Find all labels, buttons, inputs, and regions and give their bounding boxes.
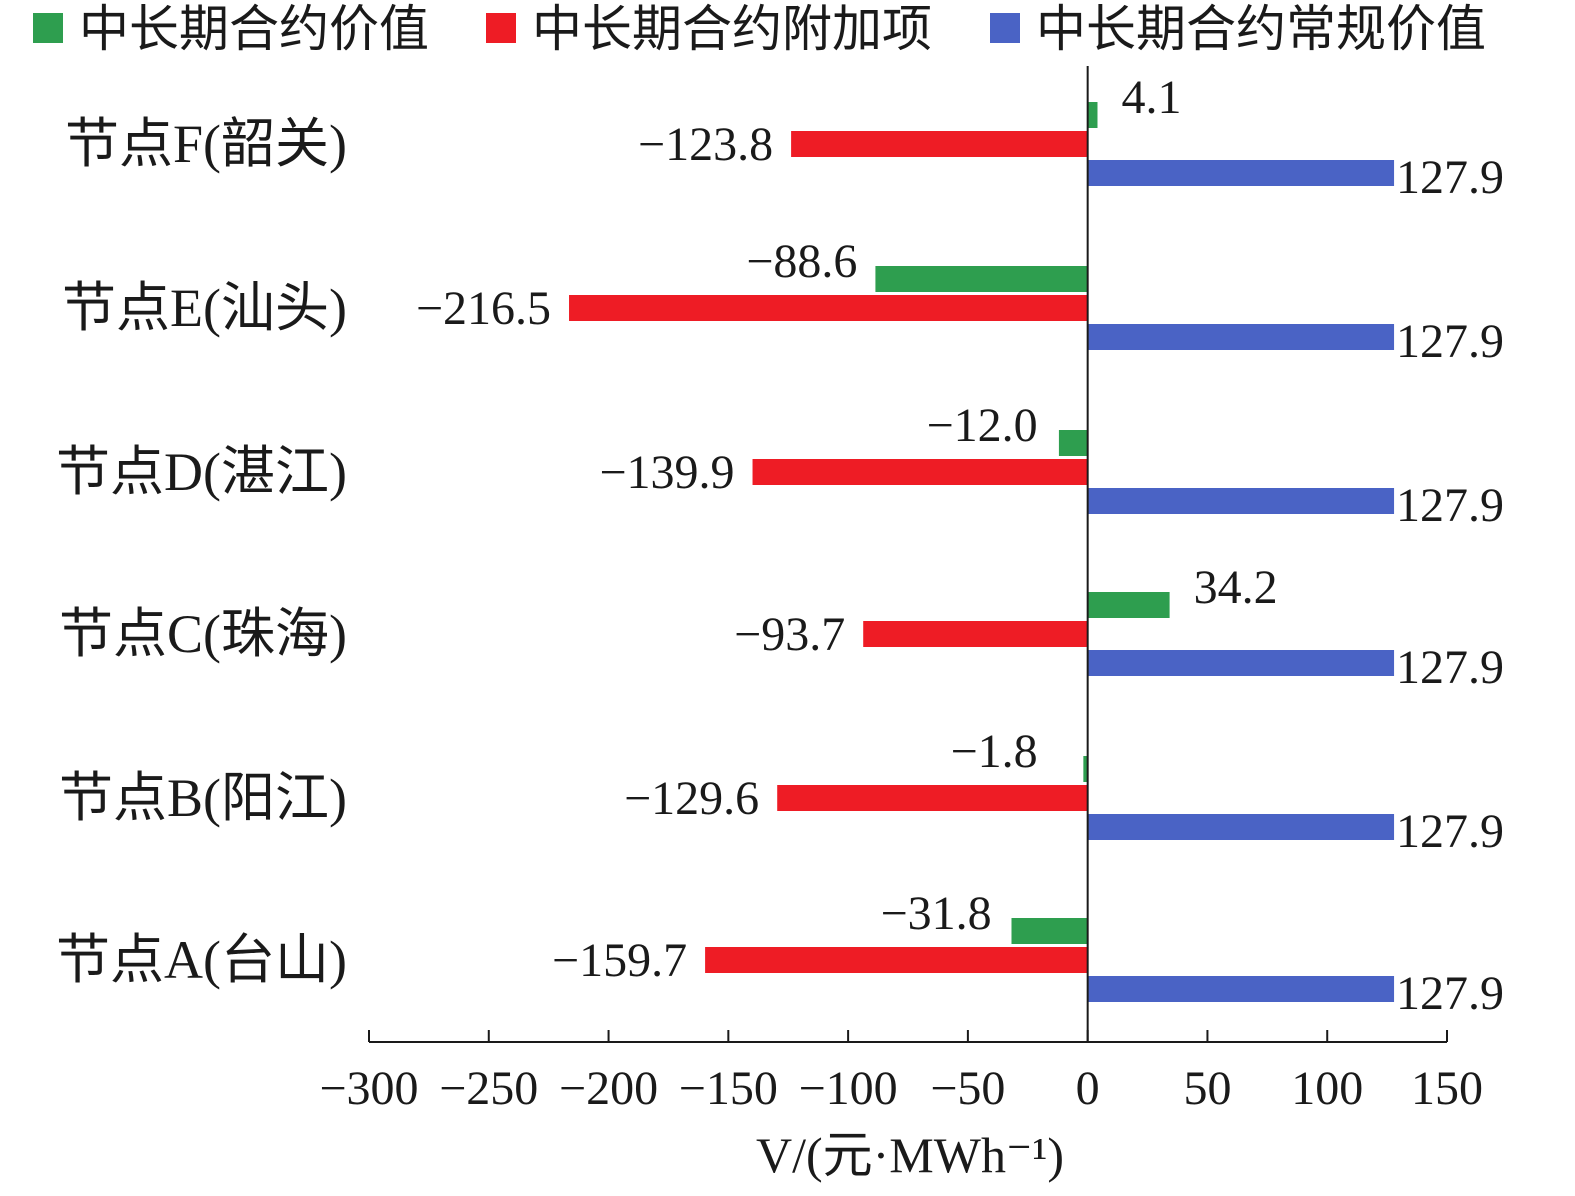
x-tick-label: −300 (319, 1062, 418, 1115)
x-tick-label: 150 (1411, 1062, 1483, 1115)
legend-marker-2 (486, 13, 516, 43)
x-tick-label: −100 (799, 1062, 898, 1115)
bar-3 (1087, 324, 1395, 350)
data-label-3: 127.9 (1396, 315, 1504, 368)
data-label-2: −93.7 (734, 608, 845, 661)
x-tick-label: −50 (930, 1062, 1005, 1115)
x-tick-label: 50 (1183, 1062, 1231, 1115)
bar-2 (791, 131, 1088, 157)
legend: 中长期合约价值 中长期合约附加项 中长期合约常规价值 (33, 1, 1486, 57)
data-label-3: 127.9 (1396, 641, 1504, 694)
data-label-1: 4.1 (1121, 71, 1181, 124)
data-label-2: −159.7 (552, 934, 687, 987)
bar-1 (1011, 918, 1088, 944)
category-label: 节点F(韶关) (65, 114, 347, 174)
data-label-1: −88.6 (746, 235, 857, 288)
bar-1 (1087, 592, 1170, 618)
legend-label-2: 中长期合约附加项 (532, 1, 932, 57)
category-label: 节点B(阳江) (59, 768, 347, 828)
category-label: 节点D(湛江) (56, 442, 347, 502)
bar-3 (1087, 976, 1395, 1002)
data-label-1: −1.8 (951, 725, 1038, 778)
bar-3 (1087, 160, 1395, 186)
category-label: 节点A(台山) (56, 930, 347, 990)
axes: −300 −250 −200 −150 −100 −50 0 50 100 150 (319, 66, 1483, 1115)
labels: 节点F(韶关) 4.1 −123.8 127.9 节点E(汕头) −88.6 −216.5 1… (56, 71, 1504, 1020)
bar-3 (1087, 814, 1395, 840)
bar-1 (1087, 102, 1098, 128)
data-label-1: −12.0 (927, 399, 1038, 452)
x-axis-title: V/(元·MWh⁻¹) (756, 1127, 1064, 1183)
data-label-2: −139.9 (599, 446, 734, 499)
data-label-3: 127.9 (1396, 967, 1504, 1020)
x-tick-label: 0 (1076, 1062, 1100, 1115)
x-tick-label: −150 (679, 1062, 778, 1115)
category-label: 节点E(汕头) (62, 278, 347, 338)
x-tick-label: −200 (559, 1062, 658, 1115)
x-tick-label: −250 (439, 1062, 538, 1115)
x-tick-label: 100 (1291, 1062, 1363, 1115)
category-label: 节点C(珠海) (59, 604, 347, 664)
legend-label-1: 中长期合约价值 (79, 1, 429, 57)
data-label-2: −129.6 (624, 772, 759, 825)
data-label-3: 127.9 (1396, 479, 1504, 532)
data-label-3: 127.9 (1396, 151, 1504, 204)
legend-marker-1 (33, 13, 63, 43)
bars (569, 102, 1395, 1002)
bar-1 (1058, 430, 1088, 456)
data-label-1: −31.8 (881, 887, 992, 940)
bar-2 (863, 621, 1088, 647)
bar-3 (1087, 650, 1395, 676)
legend-label-3: 中长期合约常规价值 (1036, 1, 1486, 57)
bar-1 (875, 266, 1088, 292)
bar-2 (777, 785, 1088, 811)
legend-marker-3 (990, 13, 1020, 43)
data-label-3: 127.9 (1396, 805, 1504, 858)
data-label-2: −123.8 (638, 118, 773, 171)
data-label-2: −216.5 (416, 282, 551, 335)
bar-2 (752, 459, 1088, 485)
bar-2 (569, 295, 1088, 321)
bar-3 (1087, 488, 1395, 514)
bar-2 (705, 947, 1088, 973)
data-label-1: 34.2 (1194, 561, 1278, 614)
bar-1 (1083, 756, 1088, 782)
